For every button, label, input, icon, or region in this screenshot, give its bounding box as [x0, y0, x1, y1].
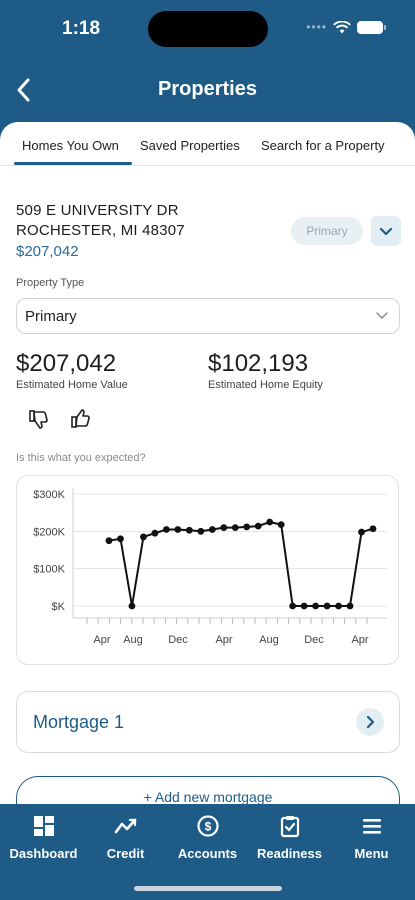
address-line-1: 509 E UNIVERSITY DR — [16, 202, 179, 219]
home-indicator — [134, 886, 282, 891]
nav-credit[interactable]: Credit — [84, 814, 167, 874]
nav-readiness[interactable]: Readiness — [248, 814, 331, 874]
top-app-bar: Properties — [0, 62, 415, 118]
chart-x-tick-label: Apr — [351, 634, 368, 646]
chart-data-point — [289, 602, 297, 610]
chart-data-point — [323, 602, 331, 610]
nav-menu-label: Menu — [354, 846, 389, 861]
expand-property-button[interactable] — [371, 216, 401, 246]
bottom-nav: Dashboard Credit $ Accounts Readiness Me… — [0, 804, 415, 900]
chevron-left-icon — [17, 78, 30, 102]
chart-data-point — [208, 526, 216, 533]
nav-credit-label: Credit — [106, 846, 145, 861]
mortgage-card[interactable]: Mortgage 1 — [16, 691, 400, 753]
chart-data-point — [300, 602, 308, 610]
estimated-home-equity: $102,193 — [208, 350, 309, 377]
thumbs-up-button[interactable] — [70, 408, 92, 430]
chart-data-point — [105, 537, 113, 545]
chart-x-tick-label: Apr — [215, 634, 232, 646]
chart-x-tick-label: Aug — [259, 634, 279, 646]
wifi-icon — [333, 20, 351, 33]
chart-data-point — [220, 524, 228, 531]
estimated-home-value: $207,042 — [16, 350, 117, 377]
mortgage-title: Mortgage 1 — [33, 712, 125, 732]
active-tab-indicator — [14, 162, 132, 165]
dashboard-icon — [33, 816, 54, 836]
accounts-icon: $ — [196, 815, 219, 837]
add-mortgage-label: + Add new mortgage — [143, 789, 273, 805]
nav-dashboard[interactable]: Dashboard — [2, 814, 85, 874]
chart-data-point — [162, 526, 170, 533]
status-icons: •••• — [306, 20, 386, 34]
property-type-select[interactable]: Primary — [16, 298, 400, 334]
nav-menu[interactable]: Menu — [330, 814, 413, 874]
nav-accounts-label: Accounts — [177, 846, 238, 861]
chart-series-line — [108, 520, 374, 607]
chart-y-tick-label: $300K — [33, 489, 65, 501]
chart-data-point — [358, 528, 365, 536]
chart-data-point — [346, 602, 354, 610]
chart-x-tick-label: Aug — [123, 634, 143, 646]
nav-accounts[interactable]: $ Accounts — [166, 814, 249, 874]
chart-data-point — [312, 602, 320, 610]
chart-data-point — [266, 518, 274, 526]
dynamic-island — [148, 11, 268, 47]
thumbs-down-icon — [29, 410, 48, 429]
tab-search-property[interactable]: Search for a Property — [261, 138, 385, 153]
chevron-down-icon — [376, 312, 388, 319]
battery-icon — [357, 20, 386, 34]
chart-data-point — [369, 525, 377, 533]
chart-x-tick-label: Dec — [168, 634, 188, 646]
chart-data-point — [117, 535, 124, 543]
menu-icon — [362, 819, 381, 834]
svg-text:$: $ — [204, 820, 211, 834]
clipboard-icon — [280, 816, 299, 838]
chart-svg: $300K $200K $100K $K Apr Aug Dec Apr Aug Dec Apr — [33, 488, 387, 646]
home-value-chart: $300K $200K $100K $K Apr Aug Dec Apr Aug Dec Apr — [16, 475, 399, 665]
estimated-home-equity-label: Estimated Home Equity — [208, 379, 323, 391]
tab-homes-you-own[interactable]: Homes You Own — [22, 138, 119, 153]
status-time: 1:18 — [62, 18, 101, 39]
properties-card: Homes You Own Saved Properties Search fo… — [0, 122, 415, 822]
chart-data-point — [174, 526, 182, 533]
chart-data-point — [254, 522, 262, 530]
chart-data-point — [151, 529, 159, 537]
chart-y-tick-label: $200K — [33, 526, 65, 538]
nav-dashboard-label: Dashboard — [9, 846, 78, 861]
primary-badge: Primary — [291, 217, 363, 245]
property-price: $207,042 — [16, 243, 79, 260]
chart-data-point — [231, 524, 239, 531]
chart-data-point — [335, 602, 342, 610]
mortgage-open-button[interactable] — [356, 708, 384, 736]
property-tabs: Homes You Own Saved Properties Search fo… — [0, 122, 415, 166]
page-title: Properties — [158, 78, 257, 100]
chart-data-point — [140, 533, 147, 541]
chart-data-point — [243, 523, 251, 531]
chart-data-point — [277, 521, 285, 529]
chart-y-tick-label: $100K — [33, 564, 65, 576]
signal-icon: •••• — [306, 20, 327, 34]
chevron-down-icon — [379, 227, 393, 236]
chevron-right-icon — [366, 715, 375, 729]
estimated-home-value-label: Estimated Home Value — [16, 379, 128, 391]
tab-saved-properties[interactable]: Saved Properties — [140, 138, 240, 153]
thumbs-up-icon — [71, 409, 90, 428]
feedback-question: Is this what you expected? — [16, 452, 146, 464]
chart-data-point — [185, 526, 193, 534]
add-mortgage-button[interactable]: + Add new mortgage — [16, 776, 400, 822]
chart-y-tick-label: $K — [52, 601, 66, 613]
back-button[interactable] — [10, 72, 40, 108]
chart-data-point — [197, 527, 205, 535]
chart-x-tick-label: Dec — [304, 634, 324, 646]
trend-icon — [114, 818, 136, 834]
status-bar: 1:18 •••• — [0, 0, 415, 60]
address-line-2: ROCHESTER, MI 48307 — [16, 222, 185, 239]
chart-data-point — [128, 602, 136, 610]
thumbs-down-button[interactable] — [28, 408, 50, 430]
property-type-label: Property Type — [16, 277, 85, 289]
nav-readiness-label: Readiness — [256, 846, 323, 861]
chart-x-tick-label: Apr — [93, 634, 110, 646]
property-type-value: Primary — [25, 308, 77, 325]
